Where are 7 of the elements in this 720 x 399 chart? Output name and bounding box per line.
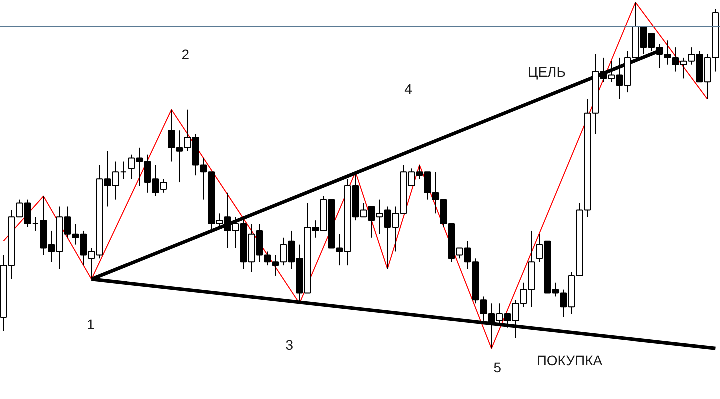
annotation: 2	[182, 46, 190, 62]
text: 5	[494, 360, 502, 376]
text: ПОКУПКА	[536, 352, 604, 369]
annotation: ЦЕЛЬ	[528, 64, 566, 80]
annotation: 1	[87, 316, 96, 332]
annotation: 4	[404, 81, 413, 98]
annotation: 3	[286, 337, 294, 354]
